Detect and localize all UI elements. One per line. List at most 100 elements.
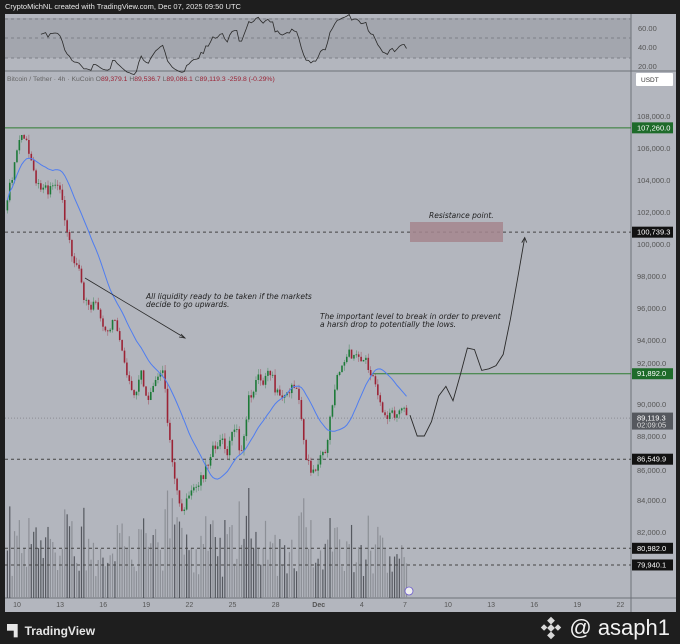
candle-down [133,390,135,396]
volume-bar [164,509,166,598]
volume-bar [100,548,102,598]
rsi-line [40,13,407,75]
projection-path [409,237,526,437]
volume-bar [80,526,83,598]
candle-up [54,184,56,186]
volume-bar [221,576,224,598]
candle-up [329,416,331,440]
level-note-line1: The important level to break in order to… [320,312,502,321]
volume-bar [403,557,405,598]
legend-close: 89,119.3 [200,76,228,83]
volume-bar [138,529,140,598]
time-axis-label: 13 [487,602,495,609]
volume-bar [264,520,267,598]
volume-bar [348,544,350,598]
time-axis-label: 16 [530,602,538,609]
candle-down [142,370,145,387]
price-tag-bg [632,453,673,465]
volume-bar [126,548,128,598]
resistance-label: Resistance point. [429,211,494,220]
volume-bar [147,546,149,598]
ohlc-legend: Bitcoin / Tether · 4h · KuCoin O89,379.1… [7,76,275,83]
candle-up [185,498,188,510]
candle-up [52,185,54,187]
candle-up [204,464,207,480]
volume-bar [200,535,202,598]
volume-bar [324,543,326,598]
volume-bar [109,555,111,598]
volume-bar [284,545,286,598]
legend-change: -259.8 (-0.29%) [228,76,275,83]
volume-bar [133,566,135,598]
candle-up [326,440,329,453]
volume-bar [322,569,324,598]
time-axis-label: 19 [142,602,150,609]
candle-down [75,263,78,265]
volume-bar [241,544,243,598]
candle-down [238,429,241,451]
price-axis-label: 96,000.0 [637,304,666,313]
candle-down [377,384,379,396]
volume-bar [40,540,42,598]
volume-bar [370,550,372,598]
candle-down [305,439,307,460]
volume-bar [52,542,54,598]
volume-bar [379,535,381,598]
moving-average-line [6,157,407,480]
volume-bar [317,558,319,598]
candle-down [357,354,360,357]
candle-up [255,380,257,392]
candle-up [365,357,367,360]
candle-down [78,264,80,269]
time-axis-label: 22 [186,602,194,609]
volume-bar [281,565,283,598]
volume-bar [389,556,391,598]
candle-up [345,356,348,363]
candle-down [23,134,25,139]
candle-down [240,450,243,452]
volume-bar [243,538,245,598]
volume-bar [162,570,164,598]
candle-up [16,150,18,163]
volume-bar [262,548,264,598]
volume-bar [47,526,49,598]
volume-bar [37,548,40,598]
volume-bar [398,558,400,598]
volume-bar [386,572,388,598]
candle-up [49,186,52,195]
tradingview-logo: ▀▌ TradingView [7,624,95,638]
volume-bar [104,566,106,598]
candle-down [80,268,83,283]
candle-down [262,380,264,385]
candle-up [400,408,403,411]
time-axis-label: 10 [13,602,21,609]
candle-down [66,220,68,233]
price-axis-label: 86,000.0 [637,466,666,475]
candle-up [42,187,45,190]
candle-down [226,449,229,456]
currency-button[interactable]: USDT [636,73,673,86]
candle-down [40,183,42,190]
volume-bar [245,515,247,598]
candle-up [11,180,13,183]
volume-bar [293,568,295,598]
candle-down [314,469,317,471]
candle-up [159,372,162,377]
volume-bar [374,544,377,598]
candle-up [247,395,250,420]
liquidity-arrow [84,277,186,339]
price-tag-bg [632,559,673,571]
time-axis-label: 4 [360,602,364,609]
candle-up [398,410,401,415]
volume-bar [214,537,216,598]
candle-down [126,362,128,376]
volume-bar [307,548,310,598]
volume-bar [355,562,357,598]
candle-up [388,412,391,419]
candle-up [200,475,202,486]
candle-down [360,356,362,362]
volume-bar [288,552,291,598]
volume-bar [116,525,118,598]
volume-bar [319,550,322,598]
